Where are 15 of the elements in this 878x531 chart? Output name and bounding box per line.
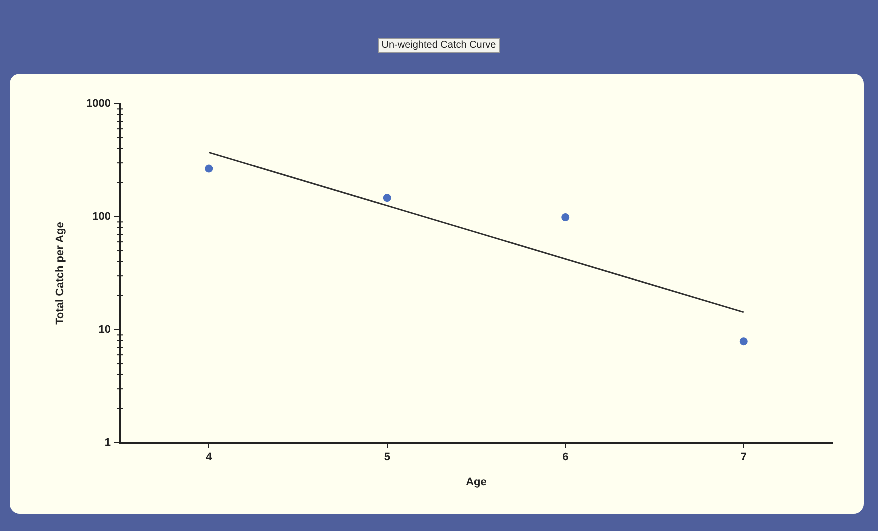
y-tick-label: 10 (98, 324, 111, 336)
x-tick-label: 6 (562, 452, 569, 464)
x-tick-label: 5 (384, 452, 390, 464)
chart-title: Un-weighted Catch Curve (378, 38, 500, 53)
y-axis-title: Total Catch per Age (54, 222, 67, 325)
point (205, 164, 214, 173)
point (383, 194, 392, 202)
point (562, 213, 570, 222)
x-tick-label: 4 (206, 452, 214, 464)
y-tick-label: 1000 (86, 98, 111, 110)
point (740, 338, 748, 346)
x-axis-title: Age (466, 476, 487, 488)
x-tick-label: 7 (740, 452, 747, 464)
y-tick-label: 100 (92, 211, 111, 224)
y-tick-label: 1 (104, 437, 111, 450)
